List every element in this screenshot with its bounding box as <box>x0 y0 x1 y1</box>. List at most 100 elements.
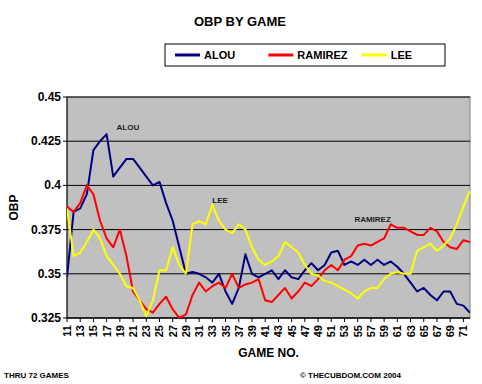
y-tick <box>63 273 67 274</box>
x-tick <box>251 318 252 322</box>
y-tick-label: 0.375 <box>31 223 61 237</box>
x-tick-label: 45 <box>286 325 298 337</box>
x-tick <box>80 318 81 322</box>
x-tick-label: 43 <box>272 325 284 337</box>
x-tick-label: 51 <box>325 325 337 337</box>
grid-line <box>67 185 470 186</box>
x-tick-label: 57 <box>365 325 377 337</box>
x-tick <box>318 318 319 322</box>
y-tick <box>63 185 67 186</box>
legend-swatch <box>268 54 293 57</box>
annotation: LEE <box>212 196 228 205</box>
x-tick-label: 63 <box>405 325 417 337</box>
x-tick <box>450 318 451 322</box>
x-tick-label: 67 <box>431 325 443 337</box>
x-tick <box>304 318 305 322</box>
x-tick <box>463 318 464 322</box>
x-tick-label: 29 <box>180 325 192 337</box>
x-tick-label: 23 <box>140 325 152 337</box>
legend-swatch <box>175 54 200 57</box>
x-tick-label: 59 <box>378 325 390 337</box>
x-tick-label: 21 <box>127 325 139 337</box>
annotation: RAMIREZ <box>354 215 391 224</box>
x-tick <box>199 318 200 322</box>
x-tick <box>172 318 173 322</box>
plot-area <box>67 97 470 318</box>
series-line <box>67 185 470 318</box>
x-tick-label: 11 <box>61 325 73 337</box>
legend-label: ALOU <box>204 49 235 61</box>
x-tick <box>225 318 226 322</box>
x-tick <box>119 318 120 322</box>
background <box>0 0 482 384</box>
x-tick-label: 69 <box>444 325 456 337</box>
legend-label: RAMIREZ <box>297 49 347 61</box>
x-tick <box>410 318 411 322</box>
x-tick <box>265 318 266 322</box>
x-tick-label: 15 <box>87 325 99 337</box>
x-tick <box>278 318 279 322</box>
x-axis-title: GAME NO. <box>238 346 299 360</box>
x-tick-label: 39 <box>246 325 258 337</box>
y-tick <box>63 229 67 230</box>
x-tick <box>436 318 437 322</box>
note: THRU 72 GAMES <box>4 371 70 380</box>
x-tick-label: 49 <box>312 325 324 337</box>
y-tick-label: 0.35 <box>38 267 62 281</box>
x-tick-label: 37 <box>233 325 245 337</box>
series-group <box>67 134 470 318</box>
x-tick <box>106 318 107 322</box>
x-tick <box>357 318 358 322</box>
x-tick <box>344 318 345 322</box>
source: © THECUBDOM.COM 2004 <box>300 371 402 380</box>
x-tick-label: 19 <box>114 325 126 337</box>
title: OBP BY GAME <box>194 14 286 29</box>
x-tick-label: 33 <box>206 325 218 337</box>
y-tick <box>63 318 67 319</box>
x-tick <box>370 318 371 322</box>
x-tick <box>238 318 239 322</box>
x-tick <box>93 318 94 322</box>
x-tick <box>291 318 292 322</box>
x-tick <box>146 318 147 322</box>
x-tick-label: 71 <box>457 325 469 337</box>
grid-line <box>67 141 470 142</box>
legend-swatch <box>362 54 387 57</box>
x-tick <box>212 318 213 322</box>
series-line <box>67 191 470 317</box>
x-tick <box>331 318 332 322</box>
x-tick <box>159 318 160 322</box>
y-tick <box>63 97 67 98</box>
x-tick-label: 35 <box>220 325 232 337</box>
x-tick <box>397 318 398 322</box>
y-tick-label: 0.425 <box>31 134 61 148</box>
grid-line <box>67 97 470 98</box>
y-axis-title: OBP <box>7 194 21 220</box>
x-tick-label: 65 <box>418 325 430 337</box>
y-tick <box>63 141 67 142</box>
x-tick-label: 25 <box>153 325 165 337</box>
x-tick-label: 53 <box>338 325 350 337</box>
grid-line <box>67 318 470 319</box>
legend-label: LEE <box>391 49 412 61</box>
x-tick-label: 61 <box>391 325 403 337</box>
legend <box>165 44 445 66</box>
x-axis <box>67 318 470 319</box>
annotation: ALOU <box>117 123 140 132</box>
y-tick-label: 0.45 <box>38 90 62 104</box>
x-tick-label: 41 <box>259 325 271 337</box>
x-tick-label: 27 <box>167 325 179 337</box>
y-tick-label: 0.325 <box>31 311 61 325</box>
x-tick-label: 47 <box>299 325 311 337</box>
x-tick <box>423 318 424 322</box>
x-tick-label: 13 <box>74 325 86 337</box>
x-tick <box>384 318 385 322</box>
x-tick <box>133 318 134 322</box>
x-tick-label: 31 <box>193 325 205 337</box>
chart: OBP BY GAME0.3250.350.3750.40.4250.45111… <box>0 0 482 384</box>
x-tick-label: 55 <box>352 325 364 337</box>
x-tick <box>185 318 186 322</box>
x-tick <box>67 318 68 322</box>
y-tick-label: 0.4 <box>44 178 61 192</box>
x-tick-label: 17 <box>101 325 113 337</box>
